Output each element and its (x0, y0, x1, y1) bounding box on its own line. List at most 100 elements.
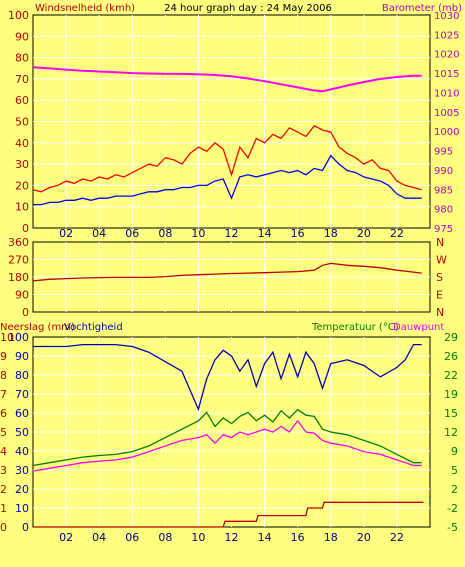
series-dir (32, 262, 422, 282)
dewpoint-axis-header: Dauwpunt (393, 322, 444, 333)
baro-tick-985: 985 (434, 185, 453, 196)
temp-tick-1: -2 (447, 502, 458, 515)
xtick-bottom-18: 18 (324, 531, 338, 544)
compass-2: S (436, 271, 443, 284)
xtick-top-14: 14 (258, 227, 272, 240)
rain-tick-4: 4 (0, 445, 7, 458)
xtick-top-20: 20 (357, 227, 371, 240)
temp-tick-7: 19 (444, 388, 458, 401)
compass-0: N (436, 236, 444, 249)
series-hum (33, 343, 422, 412)
baro-tick-1020: 1020 (434, 50, 459, 61)
temp-tick-10: 29 (444, 331, 458, 344)
xtick-top-04: 04 (92, 227, 106, 240)
baro-tick-1010: 1010 (434, 88, 459, 99)
dir-tick-270: 270 (8, 254, 29, 267)
wind-tick-60: 60 (15, 94, 29, 107)
hum-tick-80: 80 (15, 369, 29, 382)
rain-tick-3: 3 (0, 464, 7, 477)
xtick-bottom-08: 08 (158, 531, 172, 544)
series-dew (32, 419, 422, 472)
xtick-bottom-06: 06 (125, 531, 139, 544)
baro-tick-995: 995 (434, 147, 453, 158)
hum-tick-0: 0 (22, 521, 29, 534)
wind-tick-40: 40 (15, 137, 29, 150)
hum-tick-50: 50 (15, 426, 29, 439)
series-rain (33, 501, 424, 528)
temp-tick-4: 9 (451, 445, 458, 458)
rain-tick-8: 8 (0, 369, 7, 382)
xtick-top-16: 16 (291, 227, 305, 240)
rain-tick-2: 2 (0, 483, 7, 496)
hum-tick-70: 70 (15, 388, 29, 401)
compass-1: W (436, 254, 447, 267)
baro-tick-1005: 1005 (434, 108, 459, 119)
baro-tick-1015: 1015 (434, 69, 459, 80)
wind-tick-0: 0 (22, 222, 29, 235)
series-baro (32, 66, 422, 93)
rain-tick-6: 6 (0, 407, 7, 420)
temp-tick-8: 22 (444, 369, 458, 382)
barometer-axis-header: Barometer (mb) (382, 3, 462, 14)
series-temp (32, 408, 422, 467)
wind-tick-90: 90 (15, 30, 29, 43)
xtick-top-22: 22 (390, 227, 404, 240)
baro-tick-980: 980 (434, 205, 453, 216)
wind-tick-30: 30 (15, 158, 29, 171)
wind-tick-50: 50 (15, 116, 29, 129)
rain-tick-10: 10 (0, 331, 14, 344)
wind-tick-20: 20 (15, 179, 29, 192)
series-gust (32, 124, 422, 193)
compass-4: N (436, 306, 444, 319)
xtick-top-12: 12 (225, 227, 239, 240)
wind-tick-100: 100 (8, 9, 29, 22)
wind-tick-80: 80 (15, 52, 29, 65)
dir-tick-90: 90 (15, 289, 29, 302)
baro-tick-990: 990 (434, 166, 453, 177)
compass-3: E (436, 289, 443, 302)
hum-tick-60: 60 (15, 407, 29, 420)
temp-tick-2: 2 (451, 483, 458, 496)
hum-tick-20: 20 (15, 483, 29, 496)
xtick-bottom-12: 12 (225, 531, 239, 544)
xtick-top-08: 08 (158, 227, 172, 240)
hum-tick-30: 30 (15, 464, 29, 477)
temp-tick-6: 15 (444, 407, 458, 420)
hum-tick-40: 40 (15, 445, 29, 458)
xtick-top-06: 06 (125, 227, 139, 240)
temp-tick-3: 5 (451, 464, 458, 477)
rain-tick-1: 1 (0, 502, 7, 515)
dir-tick-360: 360 (8, 236, 29, 249)
xtick-bottom-04: 04 (92, 531, 106, 544)
xtick-bottom-22: 22 (390, 531, 404, 544)
xtick-bottom-10: 10 (191, 531, 205, 544)
xtick-top-10: 10 (191, 227, 205, 240)
temperature-axis-header: Temperatuur (°C) (311, 322, 399, 333)
humidity-axis-header: Vochtigheid (64, 322, 123, 333)
rain-tick-0: 0 (0, 521, 7, 534)
temp-tick-9: 26 (444, 350, 458, 363)
baro-tick-1030: 1030 (434, 11, 459, 22)
graph-title: 24 hour graph day : 24 May 2006 (164, 3, 332, 14)
rain-tick-9: 9 (0, 350, 7, 363)
rain-axis-header: Neerslag (mm) (0, 322, 75, 333)
hum-tick-100: 100 (8, 331, 29, 344)
temp-tick-0: -5 (447, 521, 458, 534)
dir-tick-0: 0 (22, 306, 29, 319)
hum-tick-10: 10 (15, 502, 29, 515)
wind-tick-10: 10 (15, 201, 29, 214)
dir-tick-180: 180 (8, 271, 29, 284)
xtick-top-02: 02 (59, 227, 73, 240)
xtick-bottom-20: 20 (357, 531, 371, 544)
rain-tick-7: 7 (0, 388, 7, 401)
baro-tick-1025: 1025 (434, 30, 459, 41)
series-avg (33, 154, 422, 206)
xtick-bottom-02: 02 (59, 531, 73, 544)
baro-tick-1000: 1000 (434, 127, 459, 138)
baro-tick-975: 975 (434, 224, 453, 235)
rain-tick-5: 5 (0, 426, 7, 439)
xtick-bottom-14: 14 (258, 531, 272, 544)
wind-tick-70: 70 (15, 73, 29, 86)
